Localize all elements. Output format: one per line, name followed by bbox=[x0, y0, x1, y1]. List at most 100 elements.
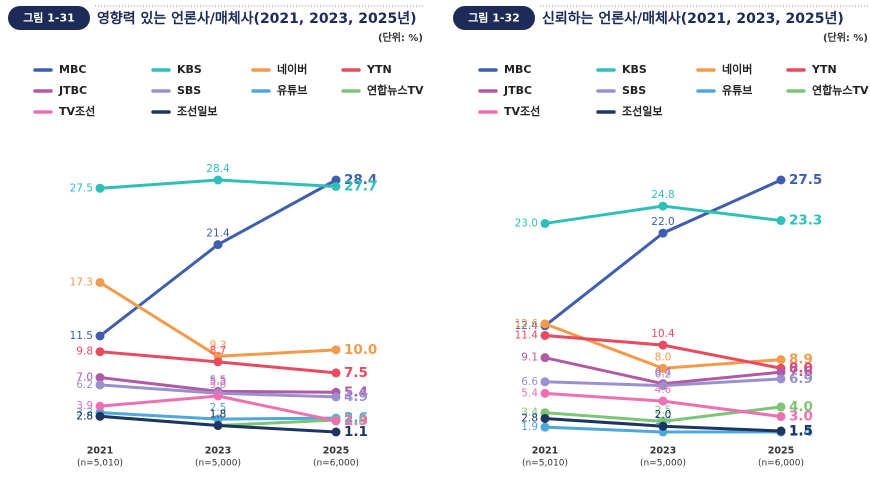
value-label: 21.4 bbox=[206, 228, 230, 240]
point bbox=[95, 380, 105, 390]
point bbox=[95, 401, 105, 411]
value-label: 2.4 bbox=[344, 412, 368, 428]
value-label: 8.7 bbox=[210, 345, 227, 357]
point bbox=[540, 413, 550, 423]
legend-label: SBS bbox=[622, 84, 646, 97]
value-label: 27.5 bbox=[789, 172, 822, 188]
x-tick-label: 2021 bbox=[87, 446, 113, 457]
chart-title: 영향력 있는 언론사/매체사(2021, 2023, 2025년) bbox=[97, 10, 417, 27]
point bbox=[95, 373, 105, 383]
x-tick-sub: (n=6,000) bbox=[313, 459, 359, 469]
badge bbox=[8, 6, 90, 30]
unit: (단위: %) bbox=[823, 31, 868, 44]
legend-label: 연합뉴스TV bbox=[367, 83, 424, 97]
point bbox=[95, 347, 105, 357]
value-label: 9.1 bbox=[521, 352, 538, 364]
legend-label: 조선일보 bbox=[622, 104, 662, 118]
legend-label: 유튜브 bbox=[277, 84, 307, 97]
point bbox=[331, 175, 341, 185]
value-label: 27.5 bbox=[70, 182, 93, 194]
point bbox=[213, 357, 223, 367]
point bbox=[776, 367, 786, 377]
point bbox=[658, 396, 668, 406]
value-label: 5.5 bbox=[210, 374, 227, 386]
point bbox=[213, 391, 223, 401]
value-label: 28.4 bbox=[344, 172, 377, 188]
value-label: 7.0 bbox=[76, 372, 93, 384]
value-label: 10.0 bbox=[344, 342, 377, 358]
legend-label: 네이버 bbox=[277, 62, 307, 76]
point bbox=[540, 319, 550, 329]
value-label: 8.9 bbox=[789, 352, 813, 368]
legend-label: 연합뉴스TV bbox=[812, 83, 869, 97]
legend-label: MBC bbox=[59, 63, 86, 76]
value-label: 11.4 bbox=[515, 329, 539, 341]
value-label: 5.3 bbox=[210, 376, 227, 388]
legend-label: YTN bbox=[811, 63, 837, 76]
legend-label: JTBC bbox=[503, 84, 532, 97]
legend-label: SBS bbox=[177, 84, 201, 97]
badge-text: 그림 1-32 bbox=[468, 12, 520, 25]
point bbox=[776, 412, 786, 422]
value-label: 5.0 bbox=[210, 379, 227, 391]
legend-label: JTBC bbox=[58, 84, 87, 97]
x-tick-sub: (n=5,000) bbox=[195, 459, 241, 469]
point bbox=[95, 277, 105, 287]
value-label: 3.9 bbox=[76, 400, 93, 412]
point bbox=[95, 411, 105, 421]
value-label: 5.4 bbox=[344, 384, 368, 400]
value-label: 28.4 bbox=[206, 163, 230, 175]
legend-label: YTN bbox=[366, 63, 392, 76]
point bbox=[331, 368, 341, 378]
value-label: 3.4 bbox=[521, 407, 538, 419]
value-label: 22.0 bbox=[651, 216, 674, 228]
value-label: 6.4 bbox=[655, 367, 672, 379]
value-label: 1.1 bbox=[344, 424, 368, 440]
legend-label: 유튜브 bbox=[722, 84, 752, 97]
value-label: 2.8 bbox=[76, 410, 93, 422]
point bbox=[331, 427, 341, 437]
x-tick-label: 2025 bbox=[323, 446, 349, 457]
point bbox=[540, 353, 550, 363]
badge-text: 그림 1-31 bbox=[23, 12, 75, 25]
value-label: 6.9 bbox=[789, 371, 813, 387]
value-label: 4.9 bbox=[344, 389, 368, 405]
legend-label: KBS bbox=[177, 63, 202, 76]
chart-title: 신뢰하는 언론사/매체사(2021, 2023, 2025년) bbox=[542, 10, 844, 27]
legend-label: TV조선 bbox=[59, 104, 95, 118]
point bbox=[776, 175, 786, 185]
value-label: 4.6 bbox=[655, 384, 672, 396]
value-label: 3.2 bbox=[76, 407, 93, 419]
x-tick-sub: (n=5,010) bbox=[522, 459, 568, 469]
point bbox=[331, 392, 341, 402]
point bbox=[776, 216, 786, 226]
value-label: 2.3 bbox=[344, 413, 368, 429]
point bbox=[658, 381, 668, 391]
badge bbox=[453, 6, 535, 30]
value-label: 17.3 bbox=[70, 276, 93, 288]
point bbox=[540, 388, 550, 398]
value-label: 12.6 bbox=[515, 318, 539, 330]
point bbox=[95, 183, 105, 193]
point bbox=[658, 363, 668, 373]
value-label: 2.8 bbox=[521, 412, 538, 424]
x-tick-sub: (n=6,000) bbox=[758, 459, 804, 469]
x-tick-label: 2023 bbox=[650, 446, 676, 457]
point bbox=[776, 355, 786, 365]
point bbox=[331, 345, 341, 355]
value-label: 1.8 bbox=[210, 409, 227, 421]
point bbox=[213, 414, 223, 424]
point bbox=[540, 218, 550, 228]
x-tick-sub: (n=5,000) bbox=[640, 459, 686, 469]
value-label: 1.9 bbox=[521, 421, 538, 433]
value-label: 2.5 bbox=[655, 404, 672, 416]
value-label: 9.8 bbox=[76, 346, 93, 358]
unit: (단위: %) bbox=[378, 31, 423, 44]
value-label: 3.0 bbox=[789, 409, 813, 425]
point bbox=[658, 340, 668, 350]
point bbox=[658, 228, 668, 238]
point bbox=[776, 426, 786, 436]
value-label: 2.6 bbox=[344, 410, 368, 426]
value-label: 6.6 bbox=[521, 376, 538, 388]
